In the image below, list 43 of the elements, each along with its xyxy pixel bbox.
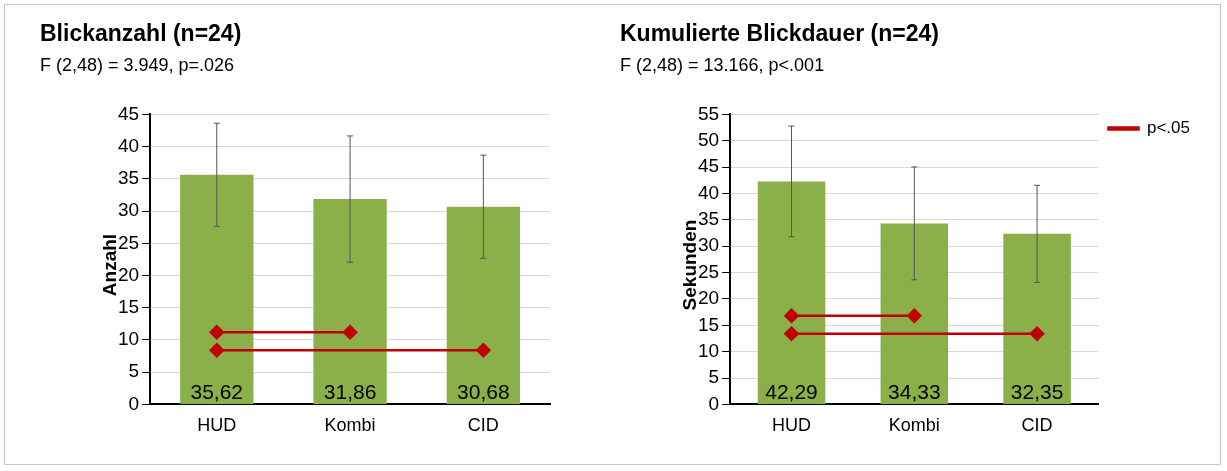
bar: [757, 181, 826, 404]
y-tick-label: 25: [117, 231, 140, 253]
data-label: 35,62: [190, 379, 244, 403]
y-tick-label: 40: [117, 134, 140, 156]
y-tick-label: 35: [117, 167, 140, 189]
chart-title: Kumulierte Blickdauer (n=24): [620, 20, 939, 47]
y-tick-label: 0: [128, 392, 140, 414]
y-tick-label: 0: [708, 392, 720, 414]
y-tick-label: 55: [697, 102, 720, 124]
y-tick-label: 45: [697, 155, 720, 177]
x-tick-label: Kombi: [888, 415, 940, 436]
y-tick-label: 15: [697, 313, 720, 335]
legend-label: p<.05: [1146, 118, 1190, 138]
data-label: 42,29: [765, 379, 818, 403]
y-tick-label: 30: [117, 199, 140, 221]
x-tick-label: Kombi: [324, 415, 376, 436]
chart-subtitle: F (2,48) = 13.166, p<.001: [620, 55, 825, 76]
bar: [1003, 233, 1071, 404]
y-tick-label: 50: [697, 129, 720, 150]
data-label: 34,33: [888, 379, 941, 403]
y-tick-label: 15: [117, 295, 140, 317]
y-tick-label: 20: [697, 287, 720, 309]
chart-subtitle: F (2,48) = 3.949, p=.026: [40, 55, 235, 76]
y-tick-label: 25: [697, 260, 720, 282]
y-axis-title: Sekunden: [678, 219, 700, 311]
y-tick-label: 35: [697, 208, 720, 230]
x-tick-label: HUD: [197, 415, 237, 436]
y-tick-label: 10: [117, 328, 140, 350]
data-label: 31,86: [323, 379, 377, 403]
y-tick-label: 5: [708, 366, 720, 388]
y-tick-label: 5: [128, 360, 140, 382]
y-tick-label: 10: [697, 339, 720, 361]
data-label: 30,68: [457, 379, 510, 403]
x-tick-label: CID: [467, 415, 499, 436]
bar: [880, 223, 949, 404]
chart-title: Blickanzahl (n=24): [40, 20, 242, 47]
y-tick-label: 30: [697, 234, 720, 256]
y-tick-label: 45: [117, 102, 140, 124]
x-tick-label: CID: [1021, 415, 1053, 436]
x-tick-label: HUD: [772, 415, 812, 436]
data-label: 32,35: [1010, 379, 1064, 403]
y-tick-label: 40: [697, 181, 720, 203]
y-tick-label: 20: [117, 263, 140, 285]
